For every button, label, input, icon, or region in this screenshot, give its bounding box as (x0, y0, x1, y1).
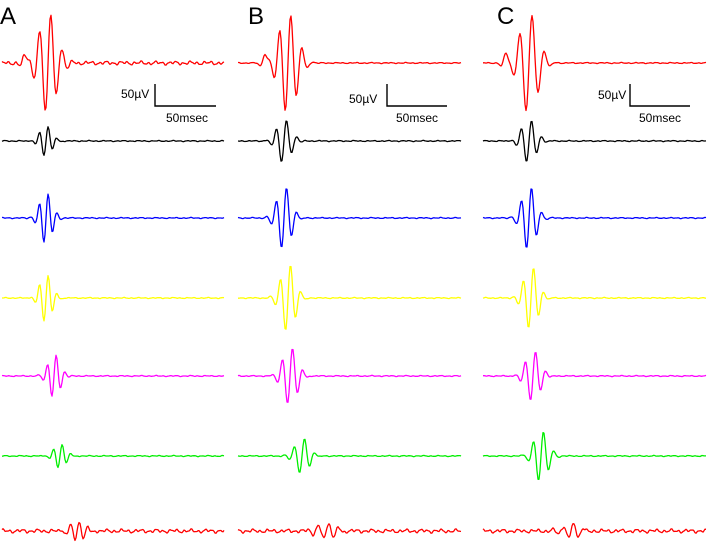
scale-bar-b-time: 50msec (396, 111, 438, 125)
trace-c-2 (482, 120, 707, 162)
trace-b-5 (237, 348, 462, 403)
trace-a-6 (1, 444, 225, 469)
scale-bar-b-amplitude: 50µV (349, 92, 377, 106)
scale-bar-a-lines (154, 84, 216, 107)
scale-bar-c-amplitude: 50µV (598, 88, 626, 102)
trace-c-1 (483, 14, 707, 112)
trace-b-6 (237, 438, 462, 473)
traces-group (1, 14, 707, 542)
trace-a-5 (1, 354, 225, 397)
trace-b-7 (237, 523, 462, 539)
panel-label-a: A (0, 3, 16, 30)
trace-b-3 (237, 188, 462, 248)
trace-a-4 (2, 275, 225, 322)
scale-bar-a-amplitude: 50µV (121, 87, 149, 101)
scale-bar-c: 50µV 50msec (598, 84, 690, 125)
trace-a-3 (1, 193, 225, 243)
trace-c-5 (483, 352, 707, 400)
trace-b-4 (238, 265, 462, 330)
trace-a-2 (1, 126, 225, 156)
trace-b-2 (237, 120, 462, 162)
panel-label-c: C (497, 3, 514, 30)
trace-a-7 (1, 521, 225, 542)
trace-c-6 (482, 431, 706, 480)
trace-c-4 (482, 268, 707, 328)
panel-label-b: B (248, 3, 264, 30)
trace-c-3 (482, 188, 707, 248)
scale-bar-b: 50µV 50msec (349, 84, 447, 125)
trace-b-1 (238, 15, 462, 111)
scale-bar-a-time: 50msec (166, 111, 208, 125)
scale-bar-c-lines (629, 84, 690, 107)
scale-bar-c-time: 50msec (639, 111, 681, 125)
trace-c-7 (482, 522, 707, 538)
scale-bar-b-lines (386, 84, 447, 107)
trace-a-1 (1, 14, 225, 111)
scale-bar-a: 50µV 50msec (121, 84, 216, 125)
